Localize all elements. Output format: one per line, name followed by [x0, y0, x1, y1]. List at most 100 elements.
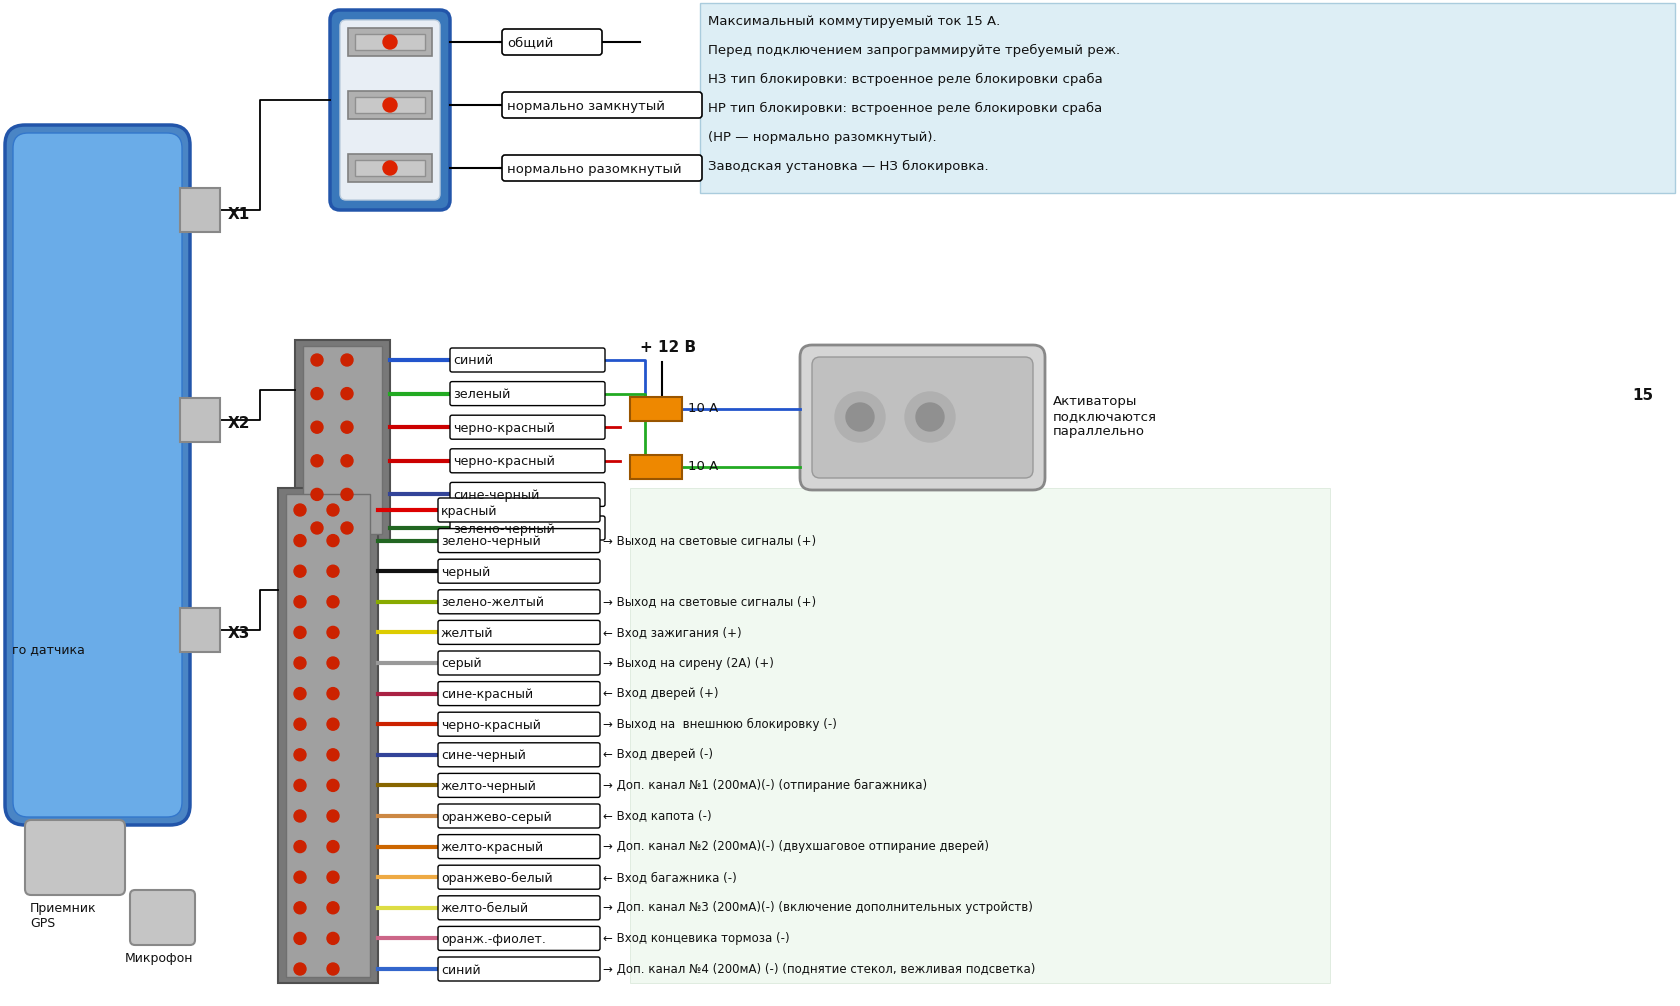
Text: X3: X3: [228, 627, 250, 642]
Text: серый: серый: [440, 658, 482, 671]
Circle shape: [311, 354, 323, 366]
Circle shape: [294, 963, 306, 975]
Circle shape: [328, 810, 339, 822]
FancyBboxPatch shape: [25, 820, 124, 895]
Text: Заводская установка — НЗ блокировка.: Заводская установка — НЗ блокировка.: [707, 160, 988, 173]
Text: Перед подключением запрограммируйте требуемый реж.: Перед подключением запрограммируйте треб…: [707, 44, 1119, 57]
Circle shape: [328, 963, 339, 975]
Text: зеленый: зеленый: [452, 388, 511, 401]
Circle shape: [294, 504, 306, 516]
Bar: [630, 455, 682, 479]
Text: → Выход на световые сигналы (+): → Выход на световые сигналы (+): [603, 534, 815, 547]
Text: красный: красный: [440, 504, 497, 517]
Circle shape: [294, 841, 306, 853]
FancyBboxPatch shape: [438, 895, 600, 919]
Circle shape: [383, 98, 396, 112]
Text: ← Вход зажигания (+): ← Вход зажигания (+): [603, 626, 741, 639]
Text: оранжево-белый: оранжево-белый: [440, 871, 553, 884]
Text: ← Вход дверей (+): ← Вход дверей (+): [603, 687, 717, 700]
Circle shape: [383, 35, 396, 49]
Circle shape: [328, 534, 339, 546]
Text: ← Вход дверей (-): ← Вход дверей (-): [603, 748, 712, 762]
Text: → Доп. канал №3 (200мА)(-) (включение дополнительных устройств): → Доп. канал №3 (200мА)(-) (включение до…: [603, 901, 1032, 914]
FancyBboxPatch shape: [339, 20, 440, 200]
Circle shape: [294, 627, 306, 639]
Circle shape: [835, 392, 884, 442]
Text: → Доп. канал №4 (200мА) (-) (поднятие стекол, вежливая подсветка): → Доп. канал №4 (200мА) (-) (поднятие ст…: [603, 963, 1035, 976]
Text: НЗ тип блокировки: встроенное реле блокировки сраба: НЗ тип блокировки: встроенное реле блоки…: [707, 73, 1102, 87]
Text: НР тип блокировки: встроенное реле блокировки сраба: НР тип блокировки: встроенное реле блоки…: [707, 102, 1102, 115]
Text: сине-красный: сине-красный: [440, 688, 533, 701]
Text: го датчика: го датчика: [12, 644, 84, 657]
Circle shape: [294, 933, 306, 945]
FancyBboxPatch shape: [438, 528, 600, 552]
Text: оранж.-фиолет.: оранж.-фиолет.: [440, 933, 546, 946]
FancyBboxPatch shape: [502, 92, 702, 118]
Bar: [354, 160, 425, 176]
Circle shape: [294, 687, 306, 699]
FancyBboxPatch shape: [502, 155, 702, 181]
Text: Максимальный коммутируемый ток 15 А.: Максимальный коммутируемый ток 15 А.: [707, 15, 1000, 28]
Circle shape: [311, 455, 323, 467]
Bar: [286, 494, 370, 977]
Text: X2: X2: [228, 416, 250, 432]
FancyBboxPatch shape: [502, 29, 601, 55]
Text: сине-черный: сине-черный: [440, 749, 526, 763]
Text: оранжево-серый: оранжево-серый: [440, 811, 551, 824]
FancyBboxPatch shape: [438, 590, 600, 614]
Circle shape: [341, 387, 353, 399]
Bar: [699, 3, 1673, 193]
Circle shape: [294, 871, 306, 883]
Circle shape: [383, 161, 396, 175]
Circle shape: [341, 488, 353, 500]
Text: (НР — нормально разомкнутый).: (НР — нормально разомкнутый).: [707, 131, 936, 144]
Circle shape: [294, 565, 306, 577]
FancyBboxPatch shape: [450, 381, 605, 405]
Circle shape: [328, 748, 339, 761]
Circle shape: [328, 565, 339, 577]
Circle shape: [328, 657, 339, 669]
Text: черно-красный: черно-красный: [440, 718, 541, 731]
Circle shape: [294, 780, 306, 792]
FancyBboxPatch shape: [450, 516, 605, 540]
Circle shape: [294, 534, 306, 546]
Circle shape: [311, 522, 323, 534]
Text: черно-красный: черно-красный: [452, 456, 554, 469]
Bar: [354, 97, 425, 113]
Circle shape: [328, 718, 339, 730]
Circle shape: [311, 387, 323, 399]
Circle shape: [845, 403, 874, 431]
Bar: [630, 488, 1329, 983]
FancyBboxPatch shape: [13, 133, 181, 817]
Text: сине-черный: сине-черный: [452, 489, 539, 502]
FancyBboxPatch shape: [811, 357, 1033, 478]
Text: нормально разомкнутый: нормально разомкнутый: [507, 163, 680, 175]
Text: зелено-черный: зелено-черный: [440, 535, 541, 548]
FancyBboxPatch shape: [450, 348, 605, 372]
Text: 10 А: 10 А: [687, 461, 717, 474]
Text: → Выход на  внешнюю блокировку (-): → Выход на внешнюю блокировку (-): [603, 717, 837, 730]
Circle shape: [328, 504, 339, 516]
Text: → Выход на сирену (2А) (+): → Выход на сирену (2А) (+): [603, 657, 773, 670]
FancyBboxPatch shape: [450, 449, 605, 473]
Circle shape: [294, 718, 306, 730]
Circle shape: [341, 354, 353, 366]
Text: ← Вход багажника (-): ← Вход багажника (-): [603, 871, 736, 883]
Circle shape: [341, 522, 353, 534]
Circle shape: [294, 748, 306, 761]
Bar: [180, 608, 220, 652]
FancyBboxPatch shape: [450, 483, 605, 506]
Bar: [630, 397, 682, 421]
FancyBboxPatch shape: [5, 125, 190, 825]
Bar: [348, 91, 432, 119]
Circle shape: [328, 780, 339, 792]
Circle shape: [294, 657, 306, 669]
FancyBboxPatch shape: [438, 651, 600, 675]
Text: ← Вход концевика тормоза (-): ← Вход концевика тормоза (-): [603, 932, 790, 945]
FancyBboxPatch shape: [329, 10, 450, 210]
Text: нормально замкнутый: нормально замкнутый: [507, 100, 665, 113]
Circle shape: [294, 596, 306, 608]
Text: желто-черный: желто-черный: [440, 780, 536, 793]
Circle shape: [294, 810, 306, 822]
Circle shape: [311, 488, 323, 500]
